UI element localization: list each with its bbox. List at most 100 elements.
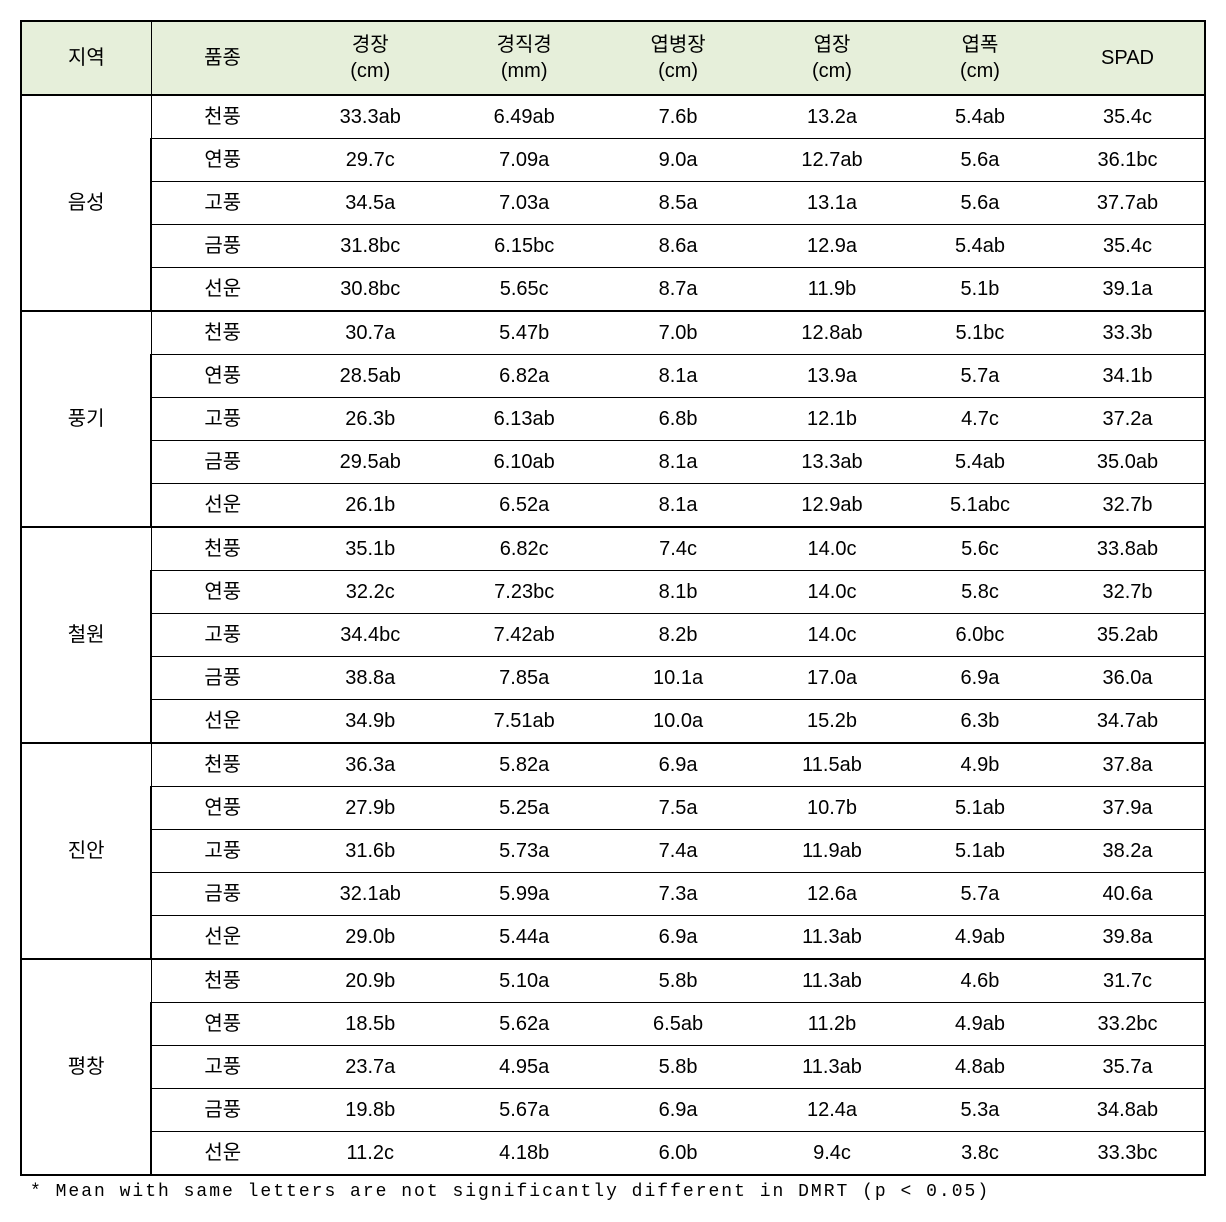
col-header-region: 지역 [21, 21, 151, 95]
value-cell: 33.3b [1051, 311, 1205, 355]
region-cell: 평창 [21, 959, 151, 1175]
col-header-stemdiam: 경직경 (mm) [447, 21, 601, 95]
value-cell: 23.7a [293, 1046, 447, 1089]
value-cell: 5.1ab [909, 787, 1051, 830]
value-cell: 5.47b [447, 311, 601, 355]
col-header-stemlen: 경장 (cm) [293, 21, 447, 95]
value-cell: 12.1b [755, 398, 909, 441]
value-cell: 5.44a [447, 916, 601, 960]
col-label: SPAD [1101, 47, 1154, 69]
value-cell: 37.9a [1051, 787, 1205, 830]
value-cell: 8.1b [601, 571, 755, 614]
value-cell: 9.0a [601, 139, 755, 182]
variety-cell: 고풍 [151, 182, 293, 225]
value-cell: 8.5a [601, 182, 755, 225]
table-row: 음성천풍33.3ab6.49ab7.6b13.2a5.4ab35.4c [21, 95, 1205, 139]
variety-cell: 선운 [151, 916, 293, 960]
value-cell: 35.4c [1051, 95, 1205, 139]
value-cell: 33.8ab [1051, 527, 1205, 571]
table-row: 금풍31.8bc6.15bc8.6a12.9a5.4ab35.4c [21, 225, 1205, 268]
value-cell: 35.2ab [1051, 614, 1205, 657]
value-cell: 5.62a [447, 1003, 601, 1046]
col-unit: (cm) [759, 58, 905, 84]
value-cell: 39.1a [1051, 268, 1205, 312]
value-cell: 29.0b [293, 916, 447, 960]
value-cell: 35.0ab [1051, 441, 1205, 484]
value-cell: 37.7ab [1051, 182, 1205, 225]
value-cell: 10.7b [755, 787, 909, 830]
value-cell: 5.67a [447, 1089, 601, 1132]
value-cell: 6.49ab [447, 95, 601, 139]
value-cell: 37.2a [1051, 398, 1205, 441]
value-cell: 28.5ab [293, 355, 447, 398]
table-container: 지역 품종 경장 (cm) 경직경 (mm) 엽병장 (cm) [20, 20, 1206, 1176]
value-cell: 29.5ab [293, 441, 447, 484]
value-cell: 7.51ab [447, 700, 601, 744]
value-cell: 8.6a [601, 225, 755, 268]
value-cell: 5.7a [909, 355, 1051, 398]
variety-cell: 고풍 [151, 614, 293, 657]
value-cell: 11.2c [293, 1132, 447, 1176]
data-table: 지역 품종 경장 (cm) 경직경 (mm) 엽병장 (cm) [20, 20, 1206, 1176]
value-cell: 8.7a [601, 268, 755, 312]
value-cell: 4.6b [909, 959, 1051, 1003]
col-label: 경직경 [497, 34, 552, 56]
region-cell: 음성 [21, 95, 151, 311]
table-row: 연풍18.5b5.62a6.5ab11.2b4.9ab33.2bc [21, 1003, 1205, 1046]
value-cell: 10.0a [601, 700, 755, 744]
value-cell: 11.3ab [755, 916, 909, 960]
value-cell: 13.9a [755, 355, 909, 398]
table-row: 연풍29.7c7.09a9.0a12.7ab5.6a36.1bc [21, 139, 1205, 182]
table-row: 연풍28.5ab6.82a8.1a13.9a5.7a34.1b [21, 355, 1205, 398]
value-cell: 7.23bc [447, 571, 601, 614]
value-cell: 5.82a [447, 743, 601, 787]
value-cell: 5.73a [447, 830, 601, 873]
value-cell: 11.2b [755, 1003, 909, 1046]
value-cell: 5.65c [447, 268, 601, 312]
variety-cell: 금풍 [151, 441, 293, 484]
value-cell: 4.95a [447, 1046, 601, 1089]
value-cell: 6.0b [601, 1132, 755, 1176]
table-row: 선운34.9b7.51ab10.0a15.2b6.3b34.7ab [21, 700, 1205, 744]
value-cell: 8.1a [601, 484, 755, 528]
variety-cell: 선운 [151, 1132, 293, 1176]
value-cell: 6.15bc [447, 225, 601, 268]
value-cell: 14.0c [755, 614, 909, 657]
value-cell: 7.5a [601, 787, 755, 830]
value-cell: 34.1b [1051, 355, 1205, 398]
value-cell: 33.3bc [1051, 1132, 1205, 1176]
variety-cell: 고풍 [151, 1046, 293, 1089]
table-row: 연풍27.9b5.25a7.5a10.7b5.1ab37.9a [21, 787, 1205, 830]
value-cell: 13.1a [755, 182, 909, 225]
value-cell: 5.8b [601, 1046, 755, 1089]
value-cell: 35.4c [1051, 225, 1205, 268]
value-cell: 7.0b [601, 311, 755, 355]
value-cell: 15.2b [755, 700, 909, 744]
value-cell: 7.03a [447, 182, 601, 225]
value-cell: 5.99a [447, 873, 601, 916]
value-cell: 11.9ab [755, 830, 909, 873]
region-cell: 철원 [21, 527, 151, 743]
value-cell: 5.1b [909, 268, 1051, 312]
table-row: 풍기천풍30.7a5.47b7.0b12.8ab5.1bc33.3b [21, 311, 1205, 355]
table-row: 연풍32.2c7.23bc8.1b14.0c5.8c32.7b [21, 571, 1205, 614]
col-header-petiole: 엽병장 (cm) [601, 21, 755, 95]
value-cell: 6.9a [601, 743, 755, 787]
value-cell: 33.2bc [1051, 1003, 1205, 1046]
value-cell: 32.1ab [293, 873, 447, 916]
value-cell: 6.9a [601, 1089, 755, 1132]
value-cell: 12.8ab [755, 311, 909, 355]
value-cell: 18.5b [293, 1003, 447, 1046]
value-cell: 7.09a [447, 139, 601, 182]
table-row: 고풍26.3b6.13ab6.8b12.1b4.7c37.2a [21, 398, 1205, 441]
value-cell: 30.7a [293, 311, 447, 355]
value-cell: 11.9b [755, 268, 909, 312]
variety-cell: 천풍 [151, 95, 293, 139]
col-header-variety: 품종 [151, 21, 293, 95]
col-label: 경장 [352, 34, 389, 56]
value-cell: 12.9ab [755, 484, 909, 528]
value-cell: 11.5ab [755, 743, 909, 787]
value-cell: 17.0a [755, 657, 909, 700]
value-cell: 26.1b [293, 484, 447, 528]
value-cell: 4.9ab [909, 916, 1051, 960]
